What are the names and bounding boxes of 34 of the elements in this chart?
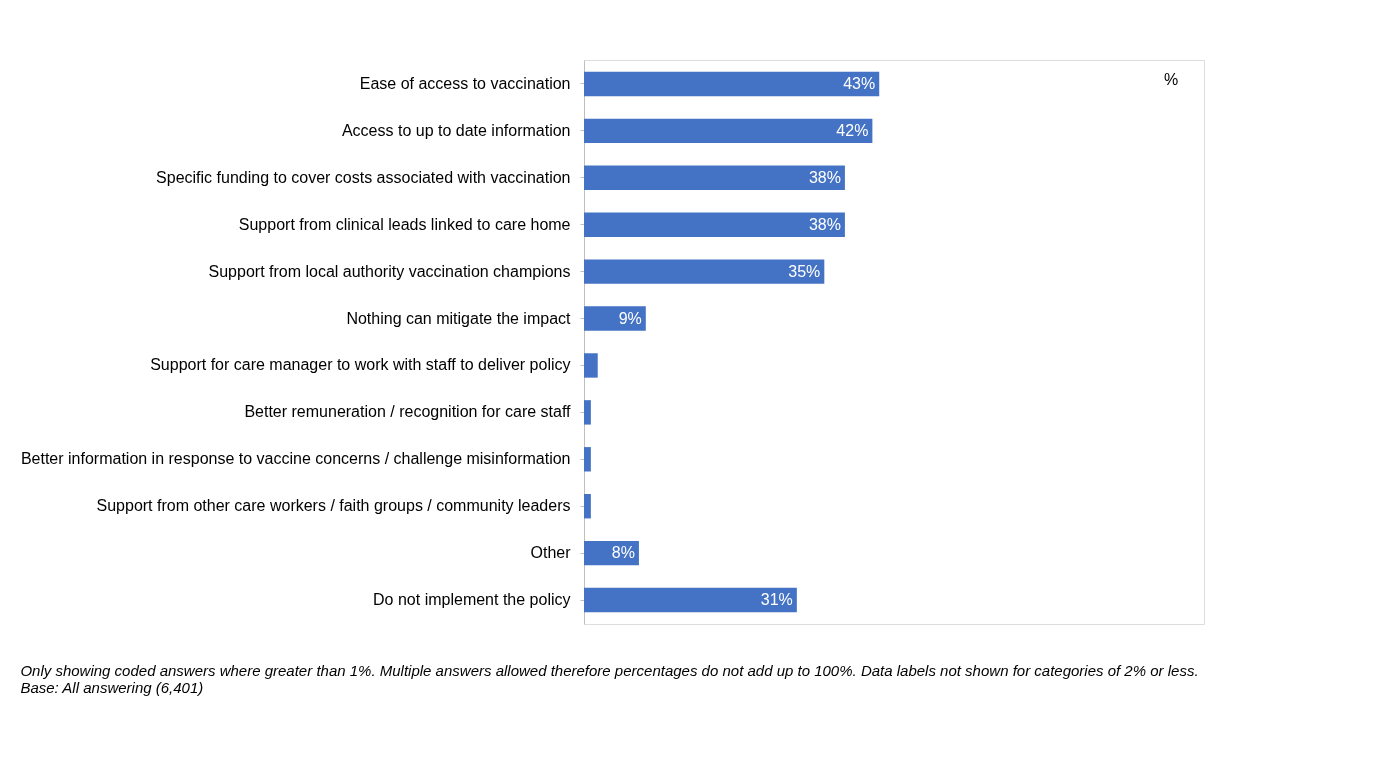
y-tick-label: Other: [530, 544, 572, 562]
y-tick-label: Specific funding to cover costs associated with vaccination: [156, 168, 571, 186]
bar: [584, 447, 591, 472]
bar: [584, 71, 880, 97]
y-tick-label: Better remuneration / recognition for care staff: [244, 403, 572, 421]
bar: [584, 494, 591, 519]
data-label: 38%: [808, 215, 841, 233]
y-tick-label: Better information in response to vaccine concerns / challenge misinformation: [20, 450, 571, 468]
y-tick-label: Support from local authority vaccination champions: [208, 262, 571, 280]
y-tick-label: Do not implement the policy: [373, 591, 571, 609]
bar: [584, 259, 825, 284]
bar: [584, 118, 873, 144]
text: Only showing coded answers where greater than 1%. Multiple answers allowed therefore percentages do not add up to 100%. Data labels not shown for categories of 2% or less.: [20, 662, 1199, 679]
data-label: 31%: [760, 591, 793, 609]
bar: [584, 587, 797, 613]
y-tick-label: Ease of access to vaccination: [359, 74, 571, 92]
bar: [584, 212, 845, 237]
y-tick-label: Nothing can mitigate the impact: [346, 309, 572, 327]
data-label: 9%: [618, 309, 642, 327]
text: Base: All answering (6,401): [20, 679, 204, 696]
data-label: 42%: [836, 121, 869, 139]
y-tick-label: Support from other care workers / faith groups / community leaders: [96, 497, 571, 515]
data-label: 43%: [843, 74, 876, 92]
text: %: [1164, 71, 1179, 88]
data-label: 8%: [611, 544, 635, 562]
data-label: 35%: [788, 262, 821, 280]
bar: [584, 353, 598, 378]
bar: [584, 165, 845, 190]
y-tick-label: Support for care manager to work with staff to deliver policy: [150, 356, 571, 374]
y-tick-label: Support from clinical leads linked to care home: [238, 215, 571, 233]
data-label: 38%: [808, 168, 841, 186]
bar: [584, 400, 591, 425]
bar: [584, 306, 646, 331]
y-tick-label: Access to up to date information: [341, 121, 571, 139]
